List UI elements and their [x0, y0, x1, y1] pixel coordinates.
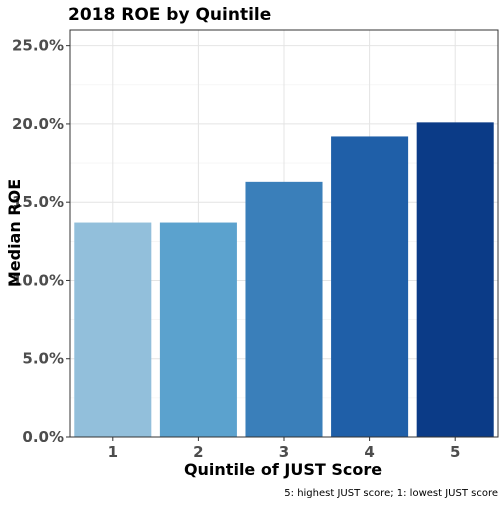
x-tick-label: 3 [279, 443, 289, 461]
y-tick-label: 15.0% [12, 193, 64, 211]
bar-2 [159, 222, 237, 437]
chart-title: 2018 ROE by Quintile [68, 5, 271, 25]
bar-1 [74, 222, 152, 437]
y-tick-label: 25.0% [12, 37, 64, 55]
y-axis-title: Median ROE [5, 179, 24, 287]
bars [74, 122, 494, 437]
y-tick-label: 20.0% [12, 115, 64, 133]
x-tick-label: 4 [364, 443, 374, 461]
x-tick-label: 5 [450, 443, 460, 461]
y-tick-label: 0.0% [22, 428, 64, 446]
y-tick-label: 10.0% [12, 271, 64, 289]
bar-5 [416, 122, 494, 437]
y-axis: 0.0% 5.0% 10.0% 15.0% 20.0% 25.0% [12, 37, 70, 446]
y-tick-label: 5.0% [22, 350, 64, 368]
x-axis-title: Quintile of JUST Score [184, 460, 382, 479]
x-tick-label: 2 [193, 443, 203, 461]
x-tick-label: 1 [108, 443, 118, 461]
bar-4 [331, 136, 409, 437]
x-axis: 1 2 3 4 5 [108, 437, 460, 461]
bar-3 [245, 181, 323, 437]
chart-caption: 5: highest JUST score; 1: lowest JUST sc… [284, 488, 498, 499]
